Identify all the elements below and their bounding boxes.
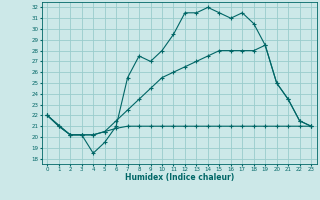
X-axis label: Humidex (Indice chaleur): Humidex (Indice chaleur) (124, 173, 234, 182)
